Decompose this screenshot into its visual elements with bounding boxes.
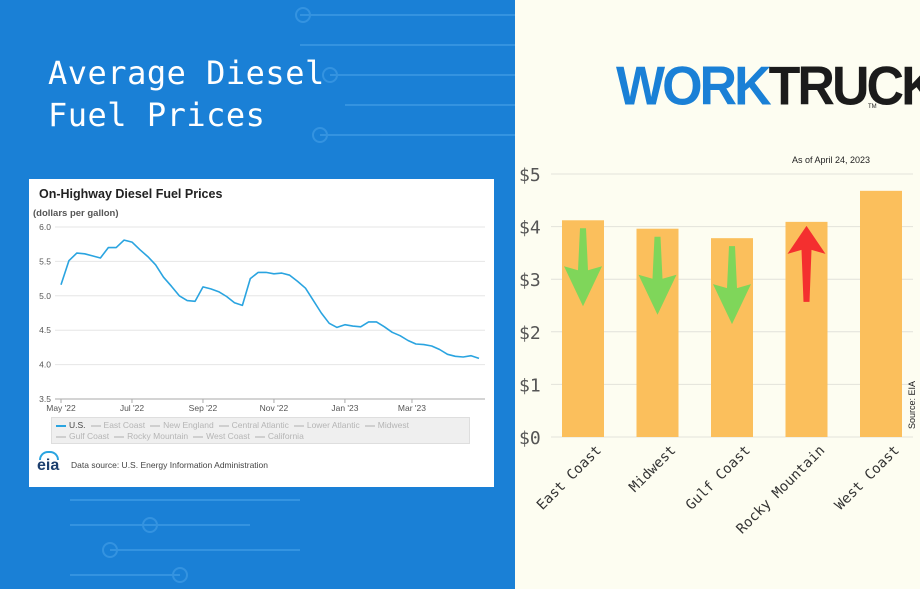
us-series-line	[60, 239, 480, 360]
legend-label: Rocky Mountain	[127, 431, 189, 441]
legend-swatch-icon	[254, 435, 265, 438]
legend-label: West Coast	[206, 431, 250, 441]
logo-truck-text: TRUCK	[768, 56, 920, 117]
legend-swatch-icon	[218, 424, 229, 427]
legend-swatch-icon	[56, 435, 66, 438]
legend-item[interactable]: Central Atlantic	[218, 420, 289, 431]
eia-logo: eia	[37, 457, 60, 474]
category-label: Gulf Coast	[683, 443, 754, 514]
legend-swatch-icon	[293, 424, 304, 427]
up-arrow-icon	[787, 225, 826, 302]
eia-line-chart: 3.5 4.0 4.5 5.0 5.5 6.0 May '22 Jul '22 Sep '22 N…	[39, 222, 485, 413]
y-tick-label: $1	[519, 375, 541, 396]
category-label: East Coast	[534, 443, 605, 514]
page-title-line-2: Fuel Prices	[48, 96, 266, 134]
legend-item[interactable]: East Coast	[90, 420, 146, 431]
legend-swatch-icon	[364, 424, 375, 427]
eia-data-source: Data source: U.S. Energy Information Adm…	[71, 460, 269, 470]
category-label: West Coast	[832, 443, 903, 514]
legend-swatch-icon	[90, 424, 101, 427]
legend-label: Midwest	[377, 420, 409, 430]
legend-item[interactable]: Rocky Mountain	[114, 431, 188, 442]
x-tick-label: Nov '22	[260, 403, 289, 413]
legend-item[interactable]: California	[254, 431, 304, 442]
eia-logo-arc-icon	[39, 451, 59, 460]
y-tick-label: $3	[519, 270, 541, 291]
down-arrow-icon	[564, 228, 602, 307]
legend-label: New England	[163, 420, 214, 430]
as-of-date: As of April 24, 2023	[792, 155, 871, 165]
legend-swatch-icon	[150, 424, 161, 427]
y-tick-label: $5	[519, 165, 541, 186]
y-tick-label: $2	[519, 323, 541, 344]
x-tick-label: Sep '22	[189, 403, 218, 413]
y-tick-label: 4.5	[39, 325, 51, 335]
legend-swatch-icon	[114, 435, 125, 438]
legend-label: Central Atlantic	[231, 420, 289, 430]
category-label: Midwest	[626, 443, 679, 496]
legend-label: Lower Atlantic	[306, 420, 360, 430]
y-tick-label: 3.5	[39, 394, 51, 404]
y-tick-label: 5.0	[39, 291, 51, 301]
legend-item[interactable]: New England	[150, 420, 214, 431]
down-arrow-icon	[713, 246, 751, 325]
y-tick-label: $0	[519, 428, 541, 449]
eia-chart-card: On-Highway Diesel Fuel Prices (dollars p…	[29, 179, 494, 487]
legend-item[interactable]: West Coast	[193, 431, 250, 442]
logo-work-text: WORK	[616, 56, 772, 117]
legend-label: East Coast	[103, 420, 146, 430]
legend-label: U.S.	[69, 420, 86, 430]
left-panel: Average Diesel Fuel Prices On-Highway Di…	[0, 0, 515, 589]
y-tick-label: 4.0	[39, 360, 51, 370]
legend-label: California	[267, 431, 304, 441]
x-tick-label: May '22	[46, 403, 76, 413]
logo-trademark: TM	[868, 104, 877, 110]
legend-swatch-icon	[56, 424, 66, 427]
down-arrow-icon	[638, 236, 677, 315]
circuit-decoration	[70, 7, 515, 583]
source-note: Source: EIA	[907, 380, 917, 430]
right-panel: WORKTRUCK TM As of April 24, 2023 $0 $1 $2…	[515, 0, 920, 589]
eia-chart-legend: U.S. East Coast New England Central Atlanti…	[51, 417, 470, 444]
x-tick-label: Mar '23	[398, 403, 426, 413]
legend-item[interactable]: Midwest	[364, 420, 409, 431]
eia-chart-units: (dollars per gallon)	[33, 208, 119, 219]
y-tick-label: $4	[519, 218, 541, 239]
page-title-line-1: Average Diesel	[48, 54, 325, 92]
legend-label: Gulf Coast	[69, 431, 110, 441]
x-tick-label: Jul '22	[120, 403, 145, 413]
y-tick-label: 6.0	[39, 222, 51, 232]
legend-item[interactable]: U.S.	[56, 420, 86, 431]
x-tick-label: Jan '23	[331, 403, 358, 413]
bar	[860, 190, 902, 437]
legend-item[interactable]: Gulf Coast	[56, 431, 109, 442]
y-tick-label: 5.5	[39, 256, 51, 266]
legend-item[interactable]: Lower Atlantic	[293, 420, 360, 431]
worktruck-logo: WORKTRUCK	[616, 55, 920, 118]
page-title: Average Diesel Fuel Prices	[48, 52, 325, 136]
legend-swatch-icon	[193, 435, 204, 438]
eia-chart-title: On-Highway Diesel Fuel Prices	[39, 187, 223, 201]
